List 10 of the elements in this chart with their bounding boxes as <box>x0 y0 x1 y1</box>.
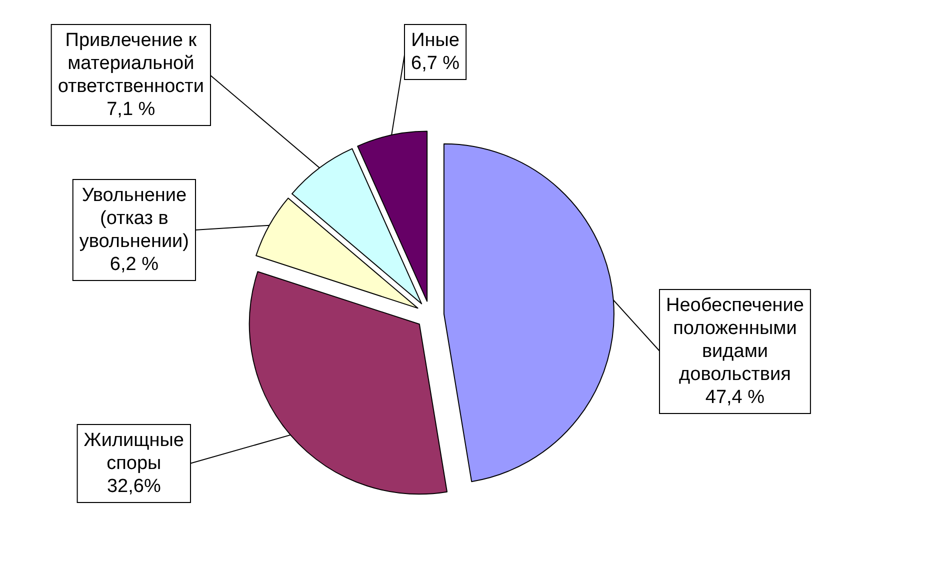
data-label: 6,2 % <box>110 254 159 275</box>
data-label: 47,4 % <box>705 387 765 408</box>
slice-label: Увольнение (отказ в увольнении) <box>79 185 189 252</box>
slice-label: Необеспечение положенными видами довольствия <box>666 295 804 385</box>
data-label: 7,1 % <box>106 99 156 120</box>
slice-label: Привлечение к материальной ответственности <box>58 30 204 97</box>
data-label: 6,7 % <box>410 53 460 74</box>
slice-label: Иные <box>411 30 460 51</box>
slice-label: Жилищные споры <box>84 430 184 474</box>
data-label: 32,6% <box>106 476 161 497</box>
